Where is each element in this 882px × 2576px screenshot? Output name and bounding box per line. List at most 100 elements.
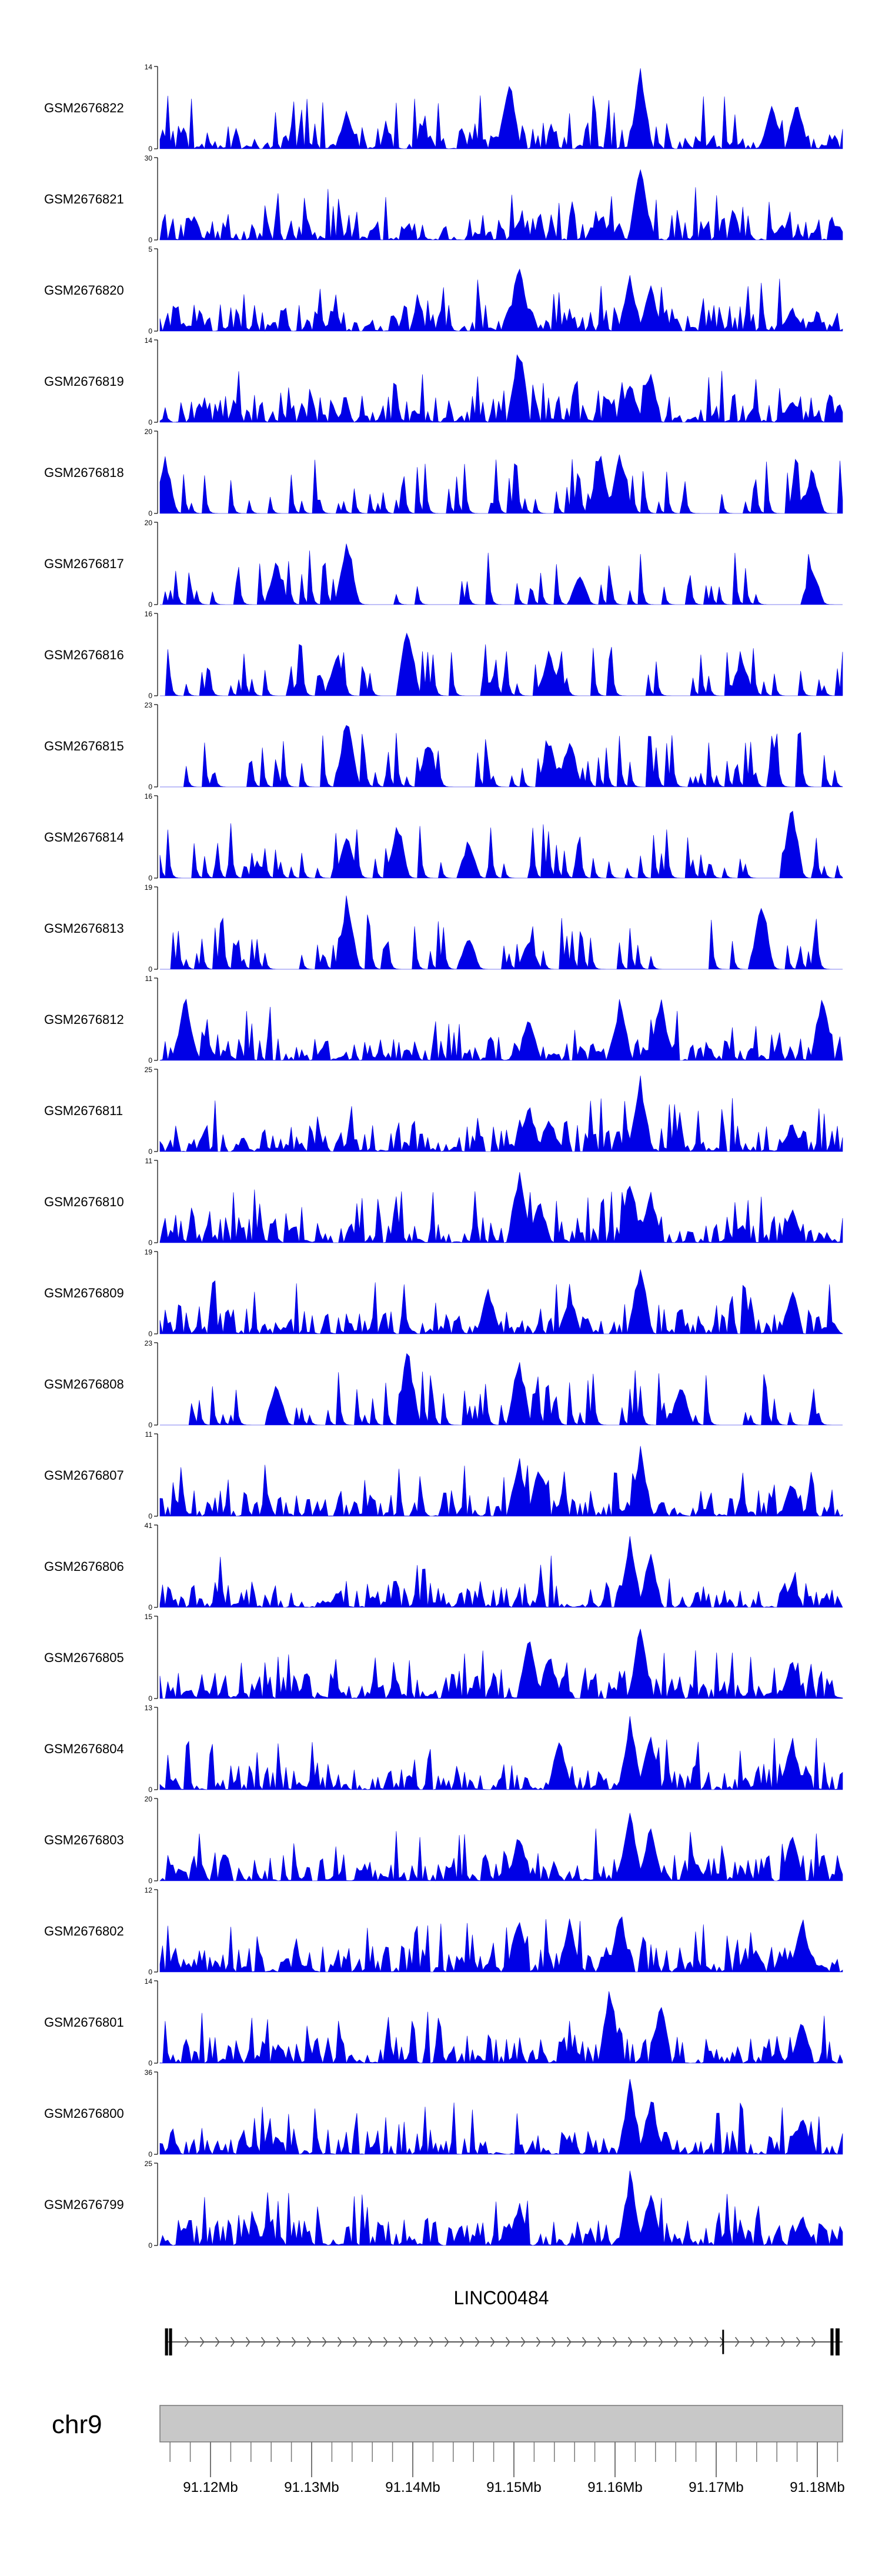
track-GSM2676804: GSM2676804 13 0 — [44, 1704, 843, 1794]
chromosome-ideogram — [159, 2405, 843, 2442]
track-signal-area — [160, 543, 843, 605]
track-signal-area — [160, 895, 843, 970]
genome-tick-label: 91.18Mb — [790, 2480, 844, 2495]
strand-arrow-icon — [597, 2337, 602, 2347]
genome-axis-track: chr9 91.12Mb 91.13Mb 91.14Mb 91.15Mb 91.16Mb 9… — [52, 2405, 845, 2495]
track-ymin-label: 0 — [148, 1694, 152, 1703]
strand-arrow-icon — [765, 2337, 770, 2347]
track-GSM2676810: GSM2676810 11 0 — [44, 1157, 843, 1247]
track-ymin-label: 0 — [148, 1147, 152, 1156]
track-label: GSM2676816 — [44, 648, 124, 662]
track-GSM2676811: GSM2676811 25 0 — [44, 1066, 843, 1156]
track-ymax-label: 23 — [145, 701, 153, 709]
track-label: GSM2676819 — [44, 374, 124, 389]
track-ymin-label: 0 — [148, 874, 152, 882]
strand-arrow-icon — [230, 2337, 235, 2347]
strand-arrow-icon — [215, 2337, 220, 2347]
signal-tracks: GSM2676822140GSM2676821300GSM267682050GS… — [44, 63, 843, 2250]
track-signal-area — [159, 169, 843, 241]
track-ymax-label: 20 — [145, 428, 153, 436]
strand-arrow-icon — [337, 2337, 342, 2347]
track-ymin-label: 0 — [148, 1603, 152, 1611]
track-label: GSM2676804 — [44, 1741, 124, 1756]
track-ymax-label: 16 — [145, 610, 153, 618]
track-ymax-label: 19 — [145, 883, 153, 892]
strand-arrow-icon — [750, 2337, 755, 2347]
track-ymin-label: 0 — [148, 1239, 152, 1247]
track-label: GSM2676806 — [44, 1559, 124, 1574]
track-GSM2676809: GSM2676809 19 0 — [44, 1248, 843, 1338]
track-GSM2676819: GSM2676819 14 0 — [44, 336, 843, 426]
track-ymax-label: 15 — [145, 1613, 153, 1621]
strand-arrow-icon — [505, 2337, 510, 2347]
track-signal-area — [159, 454, 843, 514]
track-ymin-label: 0 — [148, 1968, 152, 1976]
strand-arrow-icon — [291, 2337, 296, 2347]
track-ymax-label: 11 — [145, 1157, 153, 1165]
track-label: GSM2676813 — [44, 921, 124, 936]
track-GSM2676818: GSM2676818 20 0 — [44, 428, 843, 518]
strand-arrow-icon — [352, 2337, 358, 2347]
track-label: GSM2676817 — [44, 556, 124, 571]
track-ymax-label: 12 — [145, 1886, 153, 1894]
track-label: GSM2676799 — [44, 2197, 124, 2212]
genome-tick-label: 91.16Mb — [587, 2480, 642, 2495]
track-label: GSM2676802 — [44, 1924, 124, 1938]
track-signal-area — [160, 725, 843, 788]
strand-arrow-icon — [689, 2337, 694, 2347]
track-GSM2676817: GSM2676817 20 0 — [44, 519, 843, 609]
strand-arrow-icon — [796, 2337, 801, 2347]
track-label: GSM2676800 — [44, 2106, 124, 2121]
strand-arrow-icon — [582, 2337, 587, 2347]
strand-arrow-icon — [612, 2337, 617, 2347]
track-signal-area — [160, 1353, 843, 1426]
strand-arrow-icon — [276, 2337, 281, 2347]
track-label: GSM2676803 — [44, 1833, 124, 1847]
track-ymax-label: 11 — [145, 975, 153, 983]
track-ymin-label: 0 — [148, 1056, 152, 1065]
strand-arrow-icon — [658, 2337, 663, 2347]
track-label: GSM2676807 — [44, 1468, 124, 1483]
strand-arrow-icon — [398, 2337, 403, 2347]
track-ymax-label: 14 — [145, 63, 153, 71]
track-ymin-label: 0 — [148, 1421, 152, 1429]
strand-arrow-icon — [566, 2337, 572, 2347]
track-signal-area — [159, 1075, 843, 1152]
track-GSM2676802: GSM2676802 12 0 — [44, 1886, 843, 1976]
strand-arrow-icon — [184, 2337, 189, 2347]
track-ymin-label: 0 — [148, 600, 152, 609]
track-signal-area — [159, 1269, 843, 1334]
genome-tick-label: 91.17Mb — [689, 2480, 743, 2495]
track-ymin-label: 0 — [148, 1330, 152, 1338]
track-signal-area — [159, 68, 843, 150]
track-ymax-label: 20 — [145, 1795, 153, 1803]
strand-arrow-icon — [322, 2337, 327, 2347]
track-ymin-label: 0 — [148, 145, 152, 153]
genome-tick-label: 91.15Mb — [486, 2480, 541, 2495]
track-signal-area — [159, 998, 843, 1061]
strand-arrow-icon — [780, 2337, 786, 2347]
track-ymin-label: 0 — [148, 783, 152, 791]
track-label: GSM2676810 — [44, 1194, 124, 1209]
track-ymin-label: 0 — [148, 2059, 152, 2067]
track-signal-area — [159, 1916, 843, 1973]
track-GSM2676806: GSM2676806 41 0 — [44, 1521, 843, 1611]
track-label: GSM2676814 — [44, 830, 124, 845]
track-label: GSM2676818 — [44, 465, 124, 480]
gene-exon — [830, 2328, 834, 2355]
strand-arrow-icon — [536, 2337, 541, 2347]
track-signal-area — [159, 1536, 843, 1608]
strand-arrow-icon — [627, 2337, 633, 2347]
track-ymin-label: 0 — [148, 2241, 152, 2250]
strand-arrow-icon — [260, 2337, 266, 2347]
gene-exon — [835, 2328, 840, 2355]
track-GSM2676822: GSM2676822 14 0 — [44, 63, 843, 153]
strand-arrow-icon — [643, 2337, 648, 2347]
strand-arrow-icon — [734, 2337, 740, 2347]
track-ymax-label: 25 — [145, 1066, 153, 1074]
track-ymin-label: 0 — [148, 1786, 152, 1794]
strand-arrow-icon — [551, 2337, 556, 2347]
track-ymax-label: 13 — [145, 1704, 153, 1712]
strand-arrow-icon — [704, 2337, 709, 2347]
